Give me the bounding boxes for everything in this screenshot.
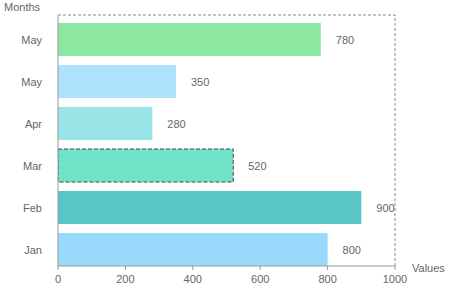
data-label: 350 (191, 76, 209, 88)
x-tick (125, 266, 126, 270)
bar (58, 65, 176, 98)
data-labels: 800 900 520 280 350 780 (167, 34, 394, 256)
category-label: Mar (23, 160, 42, 172)
category-label: Jan (24, 244, 42, 256)
x-tick-label: 400 (184, 273, 202, 285)
bar (58, 107, 152, 140)
category-label: Feb (23, 202, 42, 214)
x-tick (260, 266, 261, 270)
y-axis-line (58, 15, 59, 266)
data-label: 780 (336, 34, 354, 46)
bar (58, 191, 361, 224)
x-tick-label: 600 (251, 273, 269, 285)
x-tick (327, 266, 328, 270)
x-tick (395, 266, 396, 270)
data-label: 280 (167, 118, 185, 130)
x-tick-label: 200 (116, 273, 134, 285)
category-label: May (21, 76, 42, 88)
category-label: Apr (25, 118, 42, 130)
category-label: May (21, 34, 42, 46)
data-label: 800 (343, 244, 361, 256)
bar (58, 23, 321, 56)
x-tick-label: 800 (318, 273, 336, 285)
x-axis-title: Values (412, 262, 445, 274)
bar (58, 149, 233, 182)
plot-frame (58, 15, 395, 266)
y-axis-title: Months (4, 1, 41, 13)
chart-container: 800 900 520 280 350 780 Jan Feb Mar Apr May May 0 200… (0, 0, 450, 293)
bar (58, 233, 328, 266)
chart: 800 900 520 280 350 780 Jan Feb Mar Apr May May 0 200… (0, 0, 450, 293)
x-tick (192, 266, 193, 270)
x-tick (58, 266, 59, 270)
x-tick-label: 0 (55, 273, 61, 285)
x-axis-line (58, 266, 395, 267)
x-tick-label: 1000 (383, 273, 407, 285)
bars (58, 23, 361, 266)
data-label: 900 (376, 202, 394, 214)
data-label: 520 (248, 160, 266, 172)
